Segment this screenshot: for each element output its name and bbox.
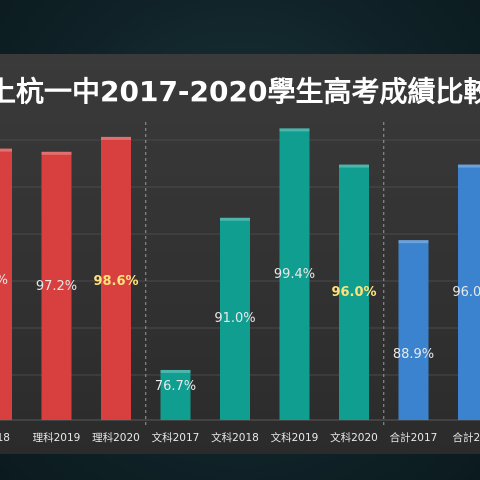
data-label: 88.9% [393, 347, 434, 362]
bar-highlight [220, 217, 250, 221]
data-label: 98.6% [93, 274, 138, 289]
bar [398, 240, 429, 420]
x-tick-labels: 18 理科2019 理科2020 文科2017 文科2018 文科2019 文科2020 合計… [0, 431, 480, 444]
bar [160, 369, 191, 420]
data-label: 76.7% [155, 379, 196, 394]
bar-highlight [160, 369, 191, 373]
x-tick-label: 合計201 [452, 431, 480, 444]
x-tick-label: 理科2020 [92, 431, 140, 444]
bars [0, 128, 480, 421]
x-tick-label: 18 [0, 432, 10, 444]
group-separators [145, 122, 385, 428]
x-tick-label: 文科2018 [211, 431, 259, 444]
x-tick-label: 合計2017 [390, 431, 438, 444]
bar-body [41, 151, 72, 421]
bar-highlight [0, 148, 12, 152]
chart-title: 上杭一中2017-2020學生高考成績比較 [0, 75, 480, 108]
bar [41, 151, 72, 421]
x-tick-label: 文科2017 [152, 431, 200, 444]
bar [0, 148, 12, 420]
bar-body [458, 164, 480, 420]
bar-highlight [41, 151, 72, 155]
bar-highlight [398, 240, 429, 244]
bar-body [339, 164, 369, 420]
bar-body [220, 217, 250, 420]
data-label: 96.0% [452, 285, 480, 300]
data-label: % [0, 273, 8, 288]
bar [279, 128, 310, 420]
bar-highlight [279, 128, 310, 132]
bar-body [0, 148, 12, 420]
bar-body [279, 128, 310, 420]
bar-highlight [339, 164, 369, 168]
bar [101, 136, 131, 420]
data-label: 91.0% [214, 311, 255, 326]
bar [339, 164, 369, 420]
data-label: 96.0% [331, 285, 376, 300]
data-labels: % 97.2% 98.6% 76.7% 91.0% 99.4% 96.0% 88.9% 96.0… [0, 267, 480, 394]
bar-body [398, 240, 429, 420]
x-tick-label: 文科2019 [271, 431, 319, 444]
bar-body [101, 136, 131, 420]
bar [458, 164, 480, 420]
data-label: 97.2% [36, 279, 77, 294]
x-tick-label: 理科2019 [33, 431, 81, 444]
bar-highlight [101, 136, 131, 140]
x-tick-label: 文科2020 [330, 431, 378, 444]
data-label: 99.4% [274, 267, 315, 282]
bar-highlight [458, 164, 480, 168]
bar [220, 217, 250, 420]
bar-body [160, 369, 191, 420]
